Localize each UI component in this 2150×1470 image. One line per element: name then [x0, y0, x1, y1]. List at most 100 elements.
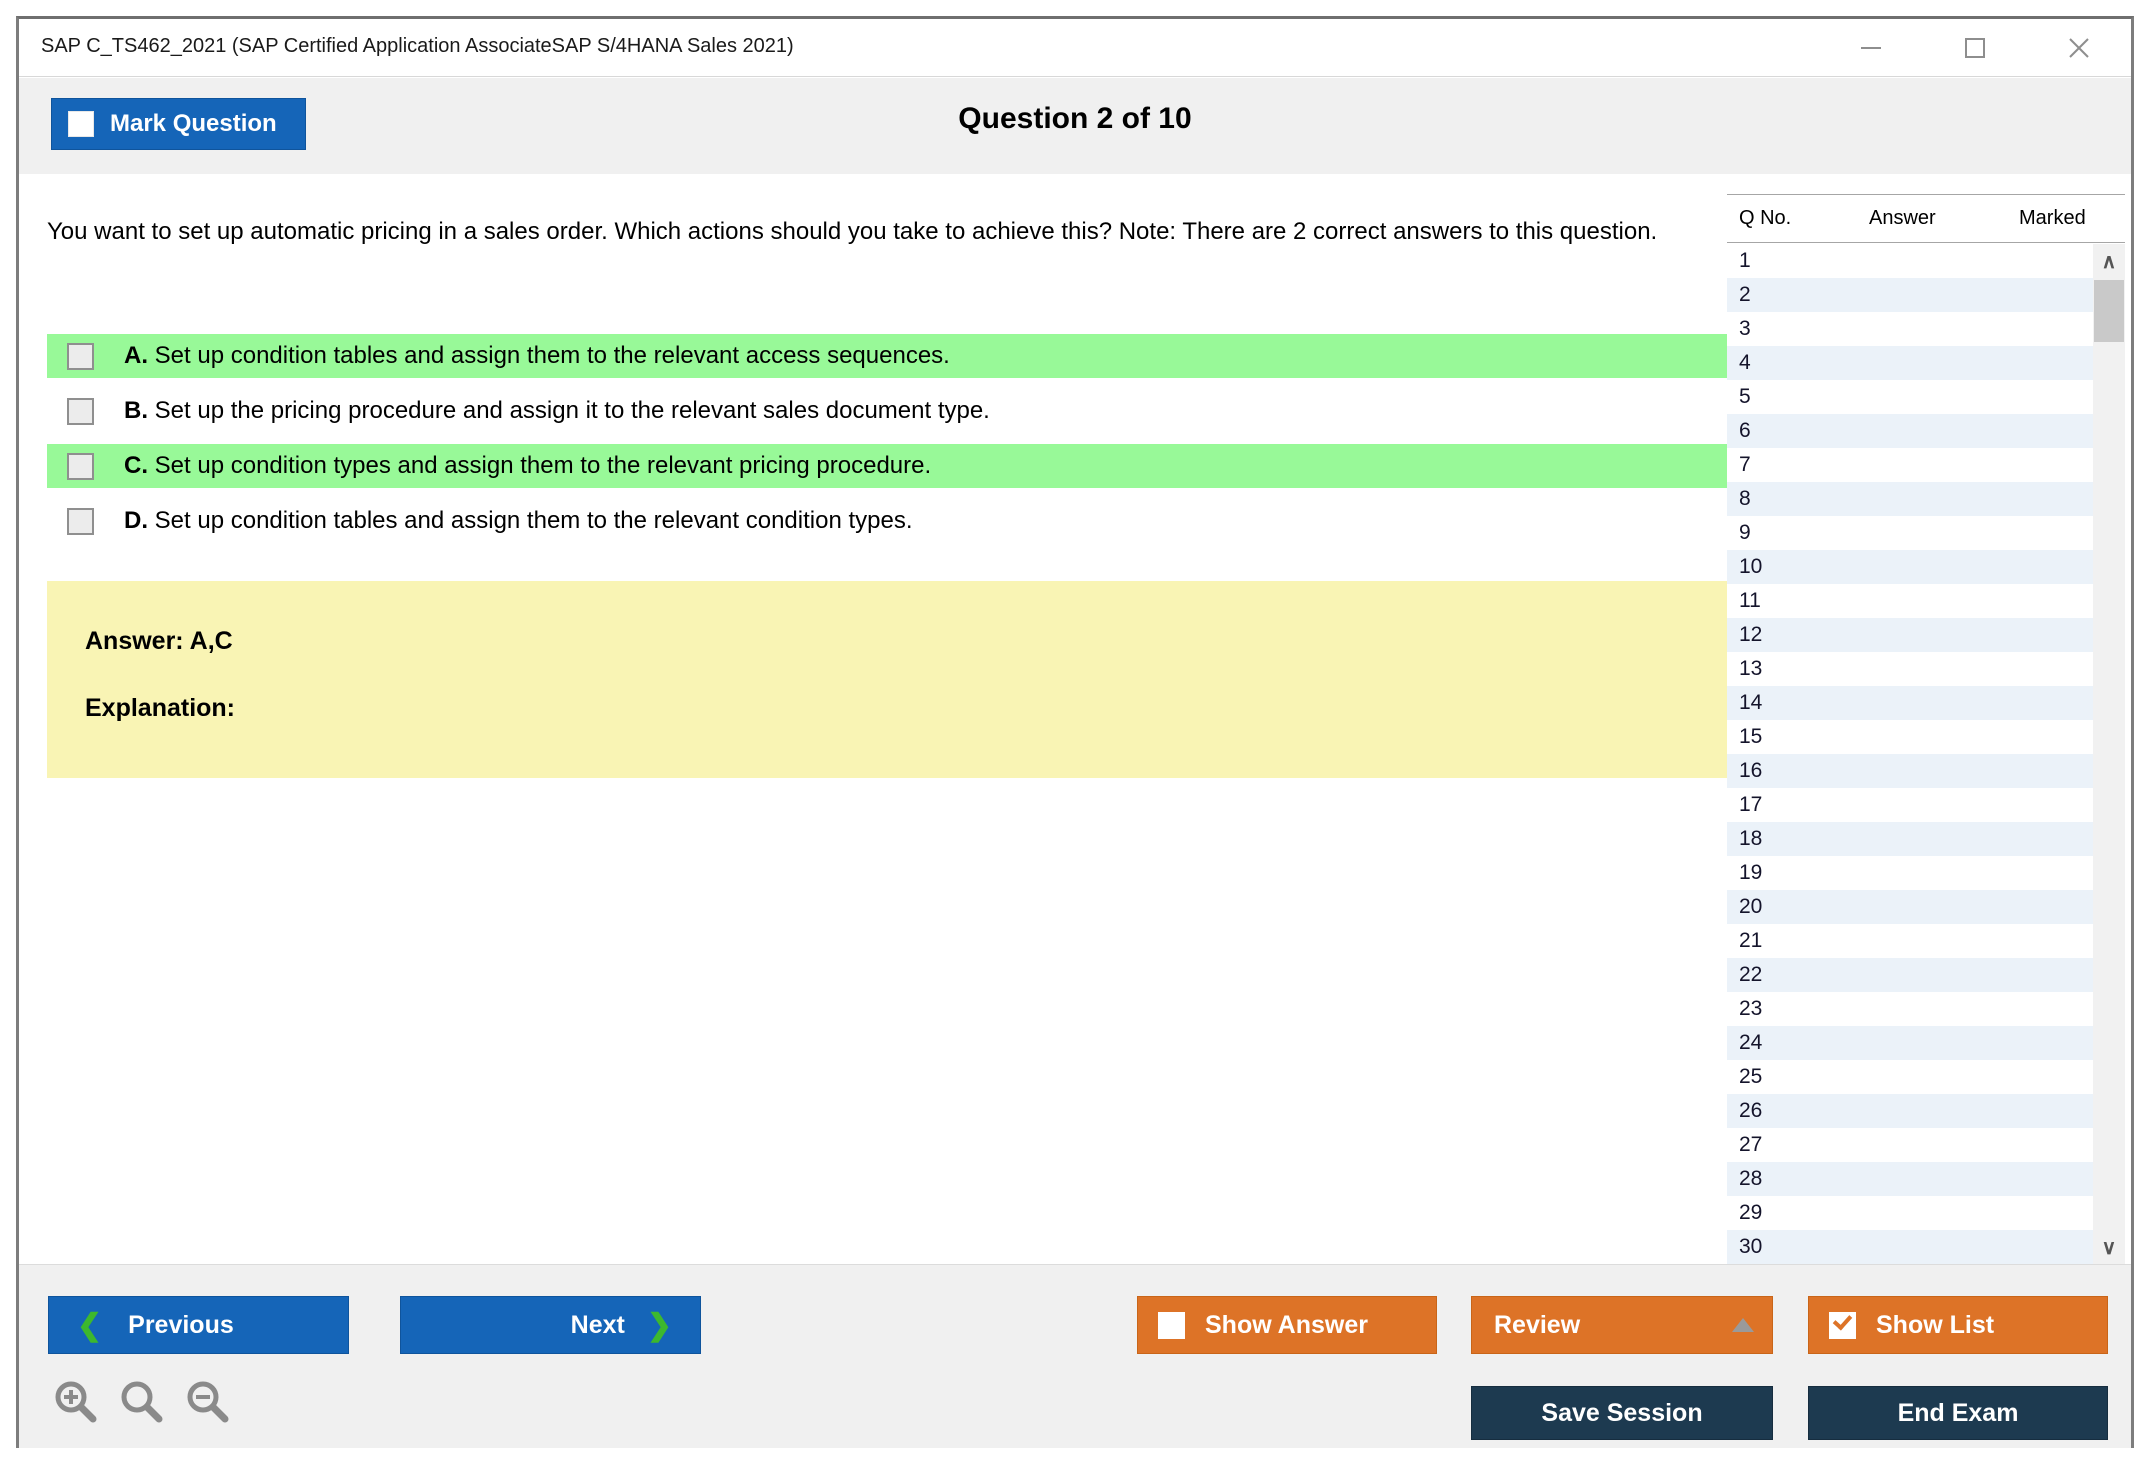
question-number: 17 — [1739, 793, 1763, 816]
option-row-b[interactable]: B. Set up the pricing procedure and assi… — [47, 389, 1727, 433]
question-list-row-17[interactable]: 17 — [1727, 788, 2093, 822]
question-list-panel: Q No. Answer Marked 1 2 3 4 5 6 7 8 9 10 11 12 13 14 1… — [1727, 194, 2125, 1264]
question-list-row-7[interactable]: 7 — [1727, 448, 2093, 482]
question-number: 21 — [1739, 929, 1763, 952]
question-list-row-29[interactable]: 29 — [1727, 1196, 2093, 1230]
question-list-row-6[interactable]: 6 — [1727, 414, 2093, 448]
question-list-row-27[interactable]: 27 — [1727, 1128, 2093, 1162]
scrollbar-thumb[interactable] — [2094, 280, 2124, 342]
zoom-reset-icon[interactable] — [117, 1377, 165, 1425]
question-list-row-24[interactable]: 24 — [1727, 1026, 2093, 1060]
question-number: 2 — [1739, 283, 1751, 306]
header-strip: Mark Question Question 2 of 10 — [19, 78, 2131, 174]
zoom-out-icon[interactable] — [183, 1377, 231, 1425]
question-list-row-26[interactable]: 26 — [1727, 1094, 2093, 1128]
answer-label: Answer: A,C — [85, 627, 233, 655]
column-header-qno: Q No. — [1739, 207, 1792, 229]
question-list-row-11[interactable]: 11 — [1727, 584, 2093, 618]
question-list-row-16[interactable]: 16 — [1727, 754, 2093, 788]
show-list-button[interactable]: Show List — [1808, 1296, 2108, 1354]
option-text: C. Set up condition types and assign the… — [124, 452, 932, 479]
option-checkbox-b[interactable] — [67, 397, 94, 425]
minimize-icon[interactable] — [1849, 26, 1893, 70]
question-number: 3 — [1739, 317, 1751, 340]
question-number: 1 — [1739, 249, 1751, 272]
column-header-answer: Answer — [1869, 207, 1936, 229]
question-number: 9 — [1739, 521, 1751, 544]
option-row-a[interactable]: A. Set up condition tables and assign th… — [47, 334, 1727, 378]
close-icon[interactable] — [2057, 26, 2101, 70]
previous-button[interactable]: ❮ Previous — [48, 1296, 349, 1354]
zoom-controls — [51, 1377, 231, 1425]
option-row-d[interactable]: D. Set up condition tables and assign th… — [47, 499, 1727, 543]
question-list-row-23[interactable]: 23 — [1727, 992, 2093, 1026]
footer-bar: ❮ Previous Next ❯ Show Answer Review Sho… — [19, 1264, 2131, 1448]
option-checkbox-a[interactable] — [67, 342, 94, 370]
question-list-row-25[interactable]: 25 — [1727, 1060, 2093, 1094]
question-number: 25 — [1739, 1065, 1763, 1088]
option-text: A. Set up condition tables and assign th… — [124, 342, 950, 369]
question-counter: Question 2 of 10 — [958, 102, 1192, 135]
question-number: 7 — [1739, 453, 1751, 476]
show-answer-checkbox[interactable] — [1158, 1311, 1185, 1339]
question-list-row-10[interactable]: 10 — [1727, 550, 2093, 584]
question-number: 15 — [1739, 725, 1763, 748]
question-number: 11 — [1739, 589, 1761, 612]
question-list-row-14[interactable]: 14 — [1727, 686, 2093, 720]
question-number: 20 — [1739, 895, 1763, 918]
zoom-in-icon[interactable] — [51, 1377, 99, 1425]
answer-box: Answer: A,C Explanation: — [47, 581, 1727, 778]
question-number: 29 — [1739, 1201, 1763, 1224]
show-list-checkbox[interactable] — [1829, 1311, 1856, 1339]
question-list-scrollbar[interactable]: ∧ ∨ — [2093, 244, 2125, 1264]
show-answer-label: Show Answer — [1205, 1310, 1368, 1339]
question-list-row-8[interactable]: 8 — [1727, 482, 2093, 516]
question-list-row-12[interactable]: 12 — [1727, 618, 2093, 652]
option-checkbox-c[interactable] — [67, 452, 94, 480]
review-button[interactable]: Review — [1471, 1296, 1773, 1354]
maximize-icon[interactable] — [1953, 26, 1997, 70]
question-list-row-3[interactable]: 3 — [1727, 312, 2093, 346]
question-list-row-28[interactable]: 28 — [1727, 1162, 2093, 1196]
options-list: A. Set up condition tables and assign th… — [47, 334, 1727, 554]
end-exam-label: End Exam — [1897, 1398, 2019, 1427]
question-list-row-19[interactable]: 19 — [1727, 856, 2093, 890]
scroll-down-icon[interactable]: ∨ — [2101, 1236, 2117, 1259]
app-window: SAP C_TS462_2021 (SAP Certified Applicat… — [16, 16, 2134, 1448]
question-number: 12 — [1739, 623, 1763, 646]
question-number: 4 — [1739, 351, 1751, 374]
question-list-row-9[interactable]: 9 — [1727, 516, 2093, 550]
show-list-label: Show List — [1876, 1310, 1995, 1339]
question-number: 8 — [1739, 487, 1751, 510]
option-checkbox-d[interactable] — [67, 507, 94, 535]
question-number: 13 — [1739, 657, 1763, 680]
question-number: 19 — [1739, 861, 1763, 884]
question-number: 23 — [1739, 997, 1763, 1020]
question-list-row-20[interactable]: 20 — [1727, 890, 2093, 924]
question-number: 14 — [1739, 691, 1763, 714]
mark-question-checkbox[interactable] — [68, 111, 94, 137]
question-list-row-30[interactable]: 30 — [1727, 1230, 2093, 1264]
save-session-label: Save Session — [1541, 1398, 1703, 1427]
question-list-row-21[interactable]: 21 — [1727, 924, 2093, 958]
question-list-row-15[interactable]: 15 — [1727, 720, 2093, 754]
question-list-row-18[interactable]: 18 — [1727, 822, 2093, 856]
question-number: 6 — [1739, 419, 1751, 442]
question-list-row-2[interactable]: 2 — [1727, 278, 2093, 312]
window-title: SAP C_TS462_2021 (SAP Certified Applicat… — [41, 35, 794, 57]
mark-question-button[interactable]: Mark Question — [51, 98, 306, 150]
question-list-row-22[interactable]: 22 — [1727, 958, 2093, 992]
question-number: 5 — [1739, 385, 1751, 408]
question-text: You want to set up automatic pricing in … — [47, 218, 1658, 245]
question-list-row-13[interactable]: 13 — [1727, 652, 2093, 686]
question-list-row-1[interactable]: 1 — [1727, 244, 2093, 278]
save-session-button[interactable]: Save Session — [1471, 1386, 1773, 1440]
next-button[interactable]: Next ❯ — [400, 1296, 701, 1354]
question-list-row-5[interactable]: 5 — [1727, 380, 2093, 414]
question-list-row-4[interactable]: 4 — [1727, 346, 2093, 380]
scroll-up-icon[interactable]: ∧ — [2101, 250, 2117, 273]
show-answer-button[interactable]: Show Answer — [1137, 1296, 1437, 1354]
question-number: 24 — [1739, 1031, 1763, 1054]
end-exam-button[interactable]: End Exam — [1808, 1386, 2108, 1440]
option-row-c[interactable]: C. Set up condition types and assign the… — [47, 444, 1727, 488]
